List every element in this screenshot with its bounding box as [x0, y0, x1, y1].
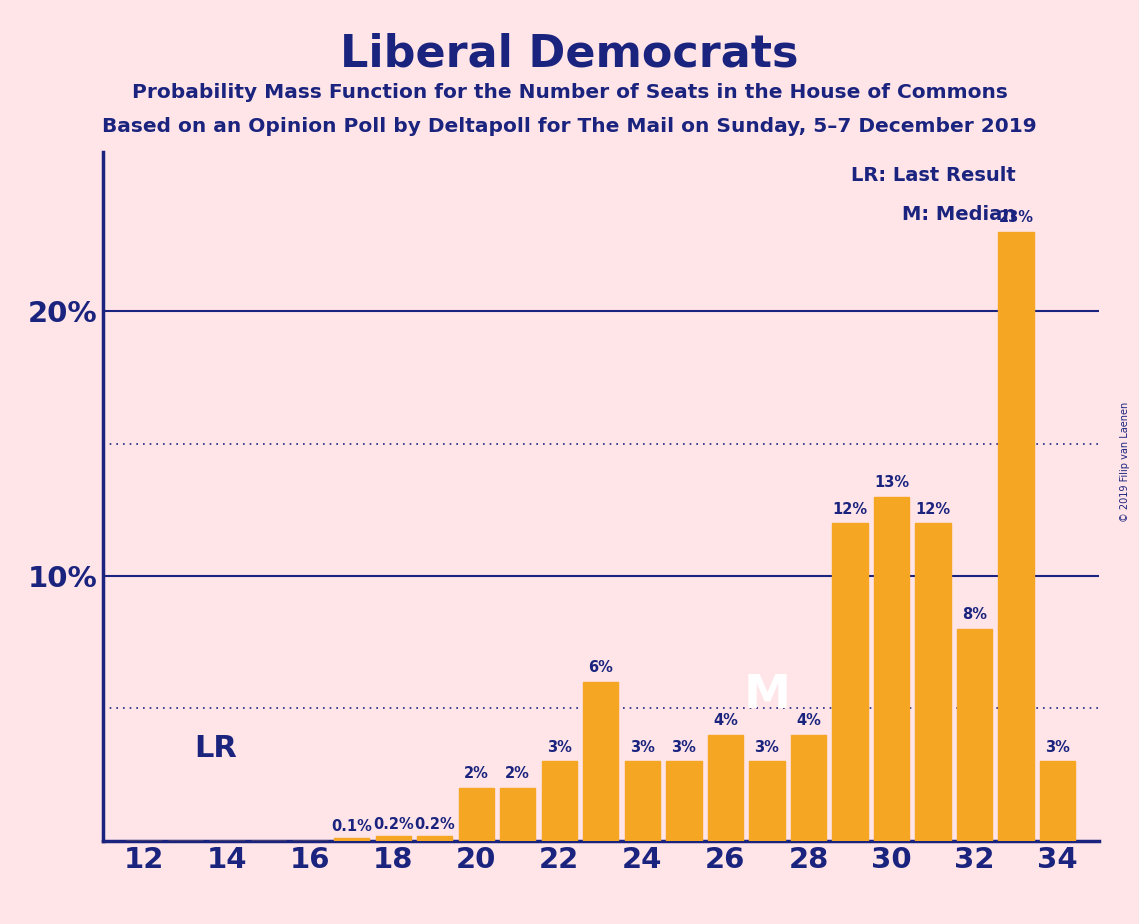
Text: 6%: 6% — [589, 661, 613, 675]
Text: © 2019 Filip van Laenen: © 2019 Filip van Laenen — [1121, 402, 1130, 522]
Text: LR: Last Result: LR: Last Result — [851, 165, 1016, 185]
Text: Liberal Democrats: Liberal Democrats — [341, 32, 798, 76]
Bar — [666, 761, 702, 841]
Text: 2%: 2% — [464, 766, 489, 782]
Bar — [957, 629, 992, 841]
Text: 23%: 23% — [999, 211, 1033, 225]
Bar — [459, 788, 494, 841]
Text: 4%: 4% — [796, 713, 821, 728]
Text: 12%: 12% — [916, 502, 951, 517]
Text: 3%: 3% — [630, 740, 655, 755]
Bar — [749, 761, 785, 841]
Text: 0.1%: 0.1% — [331, 820, 372, 834]
Text: M: Median: M: Median — [902, 205, 1016, 225]
Text: 0.2%: 0.2% — [415, 817, 456, 832]
Bar — [916, 523, 951, 841]
Bar — [874, 497, 909, 841]
Text: 3%: 3% — [754, 740, 779, 755]
Text: M: M — [744, 673, 790, 718]
Text: 12%: 12% — [833, 502, 868, 517]
Bar — [999, 232, 1034, 841]
Text: 4%: 4% — [713, 713, 738, 728]
Bar — [334, 838, 369, 841]
Bar — [583, 682, 618, 841]
Text: Probability Mass Function for the Number of Seats in the House of Commons: Probability Mass Function for the Number… — [132, 83, 1007, 103]
Bar — [376, 835, 411, 841]
Bar — [500, 788, 535, 841]
Text: 13%: 13% — [874, 475, 909, 490]
Text: 3%: 3% — [671, 740, 696, 755]
Bar — [624, 761, 659, 841]
Bar — [833, 523, 868, 841]
Text: 0.2%: 0.2% — [372, 817, 413, 832]
Text: 3%: 3% — [547, 740, 572, 755]
Text: 3%: 3% — [1046, 740, 1070, 755]
Bar — [707, 735, 743, 841]
Text: Based on an Opinion Poll by Deltapoll for The Mail on Sunday, 5–7 December 2019: Based on an Opinion Poll by Deltapoll fo… — [103, 117, 1036, 137]
Bar — [790, 735, 826, 841]
Text: 8%: 8% — [962, 607, 988, 623]
Bar — [1040, 761, 1075, 841]
Text: LR: LR — [194, 734, 237, 762]
Text: 2%: 2% — [506, 766, 531, 782]
Bar — [542, 761, 577, 841]
Bar — [417, 835, 452, 841]
